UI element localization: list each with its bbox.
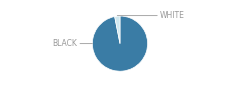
Text: WHITE: WHITE [117,11,185,20]
Wedge shape [115,16,120,44]
Text: BLACK: BLACK [52,39,92,48]
Wedge shape [92,16,148,71]
